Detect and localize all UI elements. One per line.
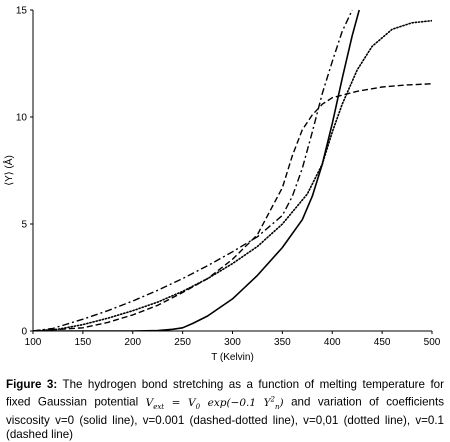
y-tick-label: 0 (21, 327, 27, 338)
formula-v-sub: ext (153, 402, 165, 411)
series-line-solid (33, 9, 360, 331)
x-tick-label: 500 (424, 337, 441, 348)
caption-text-2: and variation of coefficients viscosity … (6, 395, 444, 441)
formula-yn-sub: n (275, 402, 280, 411)
x-tick-label: 200 (124, 337, 141, 348)
y-tick-label: 10 (16, 113, 28, 124)
formula-exp: exp(−0.1 Y (200, 396, 271, 409)
x-tick-label: 300 (224, 337, 241, 348)
y-axis-label: ⟨Y⟩ (Å) (2, 155, 15, 186)
x-tick-label: 450 (374, 337, 391, 348)
x-tick-label: 250 (174, 337, 191, 348)
x-tick-label: 400 (324, 337, 341, 348)
tick-labels: 100 150 200 250 300 350 400 450 500 0 5 10 15 (16, 6, 441, 349)
x-tick-label: 350 (274, 337, 291, 348)
formula-v0-sub: 0 (195, 402, 201, 411)
series-line-dashdot (33, 9, 353, 331)
formula-v: V (145, 396, 154, 409)
y-tick-label: 15 (16, 6, 28, 17)
caption-text-1: The hydrogen bond stretching as a functi… (6, 378, 444, 409)
series-line-dashed (33, 83, 432, 331)
formula-eq: = V (164, 396, 196, 409)
series-line-dotted (33, 19, 432, 331)
series-group (33, 9, 432, 331)
formula-yn-sup: 2 (270, 395, 276, 403)
caption-label: Figure 3: (6, 378, 58, 391)
caption-formula: Vext = V0 exp(−0.1 Y2n) (145, 395, 284, 411)
y-tick-label: 5 (21, 220, 27, 231)
x-axis-label: T (Kelvin) (211, 352, 254, 363)
x-tick-label: 150 (75, 337, 92, 348)
figure-caption: Figure 3: The hydrogen bond stretching a… (6, 378, 444, 442)
x-tick-label: 100 (25, 337, 42, 348)
axes (30, 9, 433, 334)
formula-close: ) (279, 396, 284, 409)
chart: 100 150 200 250 300 350 400 450 500 0 5 10 15 T (Kel… (2, 6, 441, 364)
